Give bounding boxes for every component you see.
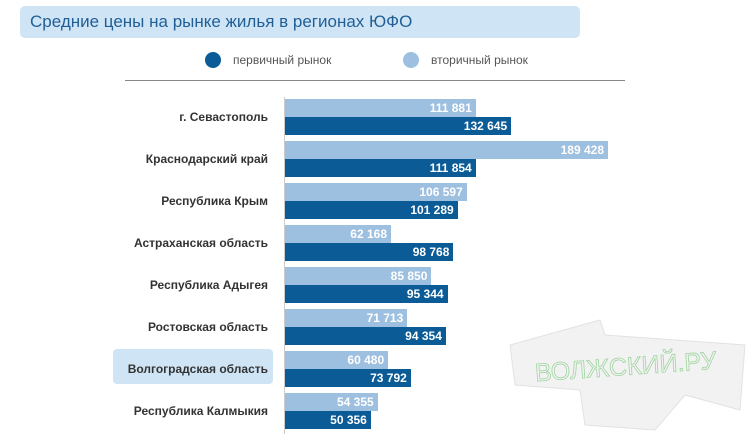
legend-dot-primary: [205, 52, 221, 68]
legend-primary: первичный рынок: [205, 52, 331, 68]
legend-dot-secondary: [403, 52, 419, 68]
bar-primary: 94 354: [285, 327, 446, 345]
data-label: 94 354: [405, 329, 442, 343]
data-label: 73 792: [370, 371, 407, 385]
category-label: Волгоградская область: [127, 362, 268, 376]
bar-secondary: 189 428: [285, 141, 608, 159]
divider: [125, 80, 625, 81]
watermark-logo: ВОЛЖСКИЙ.РУ: [509, 319, 746, 431]
bar-primary: 95 344: [285, 285, 448, 303]
data-label: 85 850: [390, 269, 428, 283]
data-label: 98 768: [412, 245, 450, 259]
category-label: г. Севастополь: [179, 110, 268, 124]
bar-secondary: 71 713: [285, 309, 408, 327]
legend-secondary: вторичный рынок: [403, 52, 528, 68]
category-label: Республика Крым: [161, 194, 268, 208]
bar-primary: 50 356: [285, 411, 371, 429]
bar-secondary: 85 850: [285, 267, 432, 285]
axis-line: [284, 97, 285, 434]
bar-primary: 101 289: [285, 201, 458, 219]
bar-secondary: 106 597: [285, 183, 467, 201]
data-label: 50 356: [330, 413, 367, 427]
legend-label: первичный рынок: [233, 53, 332, 67]
data-label: 106 597: [419, 185, 463, 199]
data-label: 71 713: [366, 311, 404, 325]
chart-title: Средние цены на рынке жилья в регионах Ю…: [30, 12, 413, 31]
bar-primary: 132 645: [285, 117, 512, 135]
title-box: Средние цены на рынке жилья в регионах Ю…: [20, 6, 580, 38]
bar-secondary: 60 480: [285, 351, 389, 369]
data-label: 189 428: [560, 143, 604, 157]
data-label: 101 289: [410, 203, 454, 217]
data-label: 95 344: [406, 287, 444, 301]
data-label: 132 645: [463, 119, 508, 133]
category-label: Астраханская область: [133, 236, 268, 250]
bar-primary: 98 768: [285, 243, 454, 261]
data-label: 54 355: [336, 395, 374, 409]
category-label: Краснодарский край: [145, 152, 268, 166]
data-label: 111 854: [429, 161, 472, 175]
bar-primary: 111 854: [285, 159, 476, 177]
bar-secondary: 54 355: [285, 393, 378, 411]
category-label: Ростовская область: [147, 320, 268, 334]
category-label: Республика Адыгея: [149, 278, 268, 292]
category-label: Республика Калмыкия: [133, 404, 268, 418]
bar-primary: 73 792: [285, 369, 411, 387]
data-label: 111 881: [429, 101, 472, 115]
data-label: 62 168: [350, 227, 387, 241]
data-label: 60 480: [347, 353, 385, 367]
bar-secondary: 111 881: [285, 99, 476, 117]
highlight-box: [113, 349, 273, 384]
legend-label: вторичный рынок: [431, 53, 528, 67]
bar-secondary: 62 168: [285, 225, 391, 243]
